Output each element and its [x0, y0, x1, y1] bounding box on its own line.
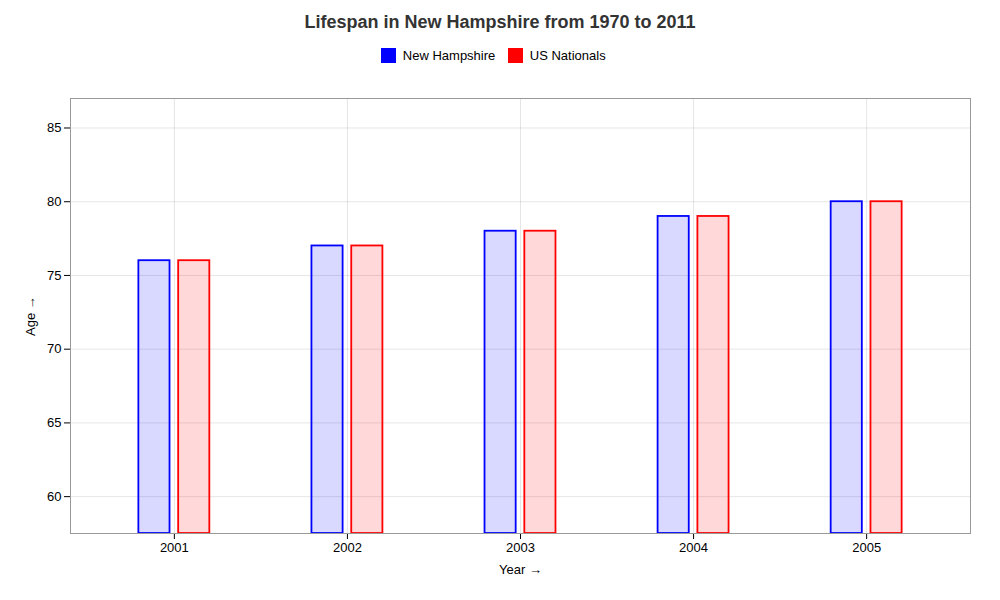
svg-text:70: 70 [47, 341, 61, 356]
svg-text:65: 65 [47, 415, 61, 430]
svg-text:2005: 2005 [852, 539, 881, 554]
svg-text:2002: 2002 [333, 539, 362, 554]
svg-text:Age →: Age → [23, 296, 38, 336]
svg-text:85: 85 [47, 120, 61, 135]
svg-text:60: 60 [47, 488, 61, 503]
svg-text:2003: 2003 [506, 539, 535, 554]
svg-text:2001: 2001 [160, 539, 189, 554]
svg-text:80: 80 [47, 193, 61, 208]
html-text:US Nationals: US Nationals [529, 48, 606, 63]
svg-text:2004: 2004 [679, 539, 708, 554]
svg-text:Year →: Year → [499, 561, 542, 576]
svg-text:75: 75 [47, 267, 61, 282]
html-text:New Hampshire: New Hampshire [402, 48, 496, 63]
html-text:Lifespan in New Hampshire from: Lifespan in New Hampshire from 1970 to 2… [304, 12, 696, 32]
